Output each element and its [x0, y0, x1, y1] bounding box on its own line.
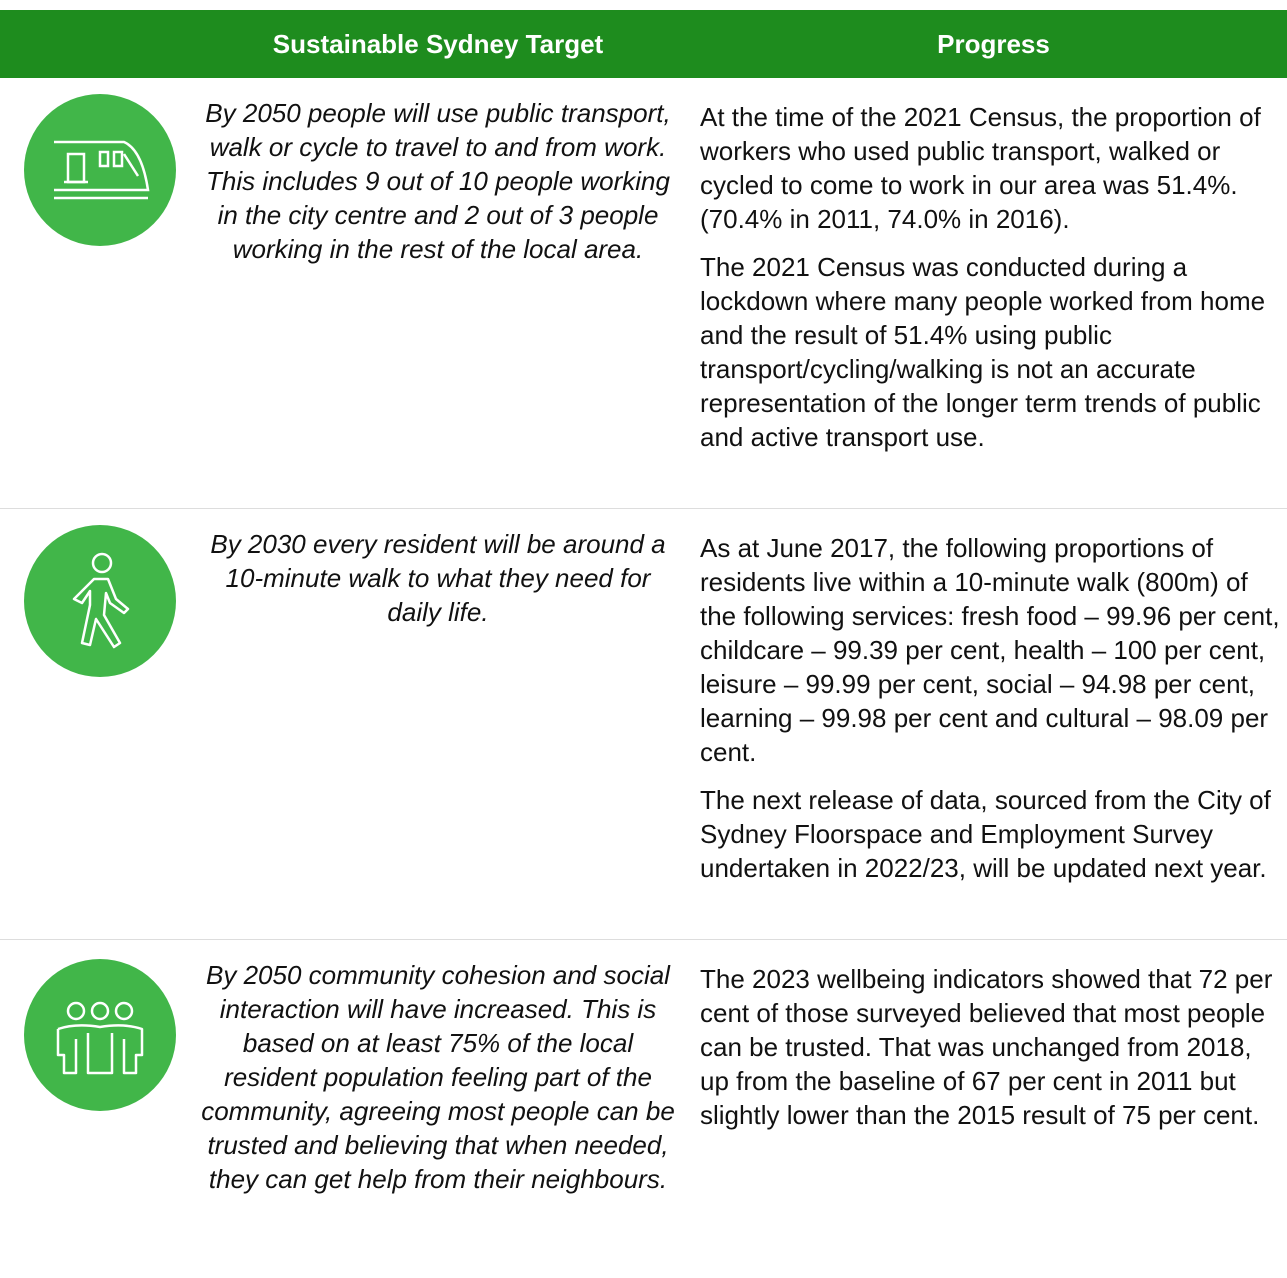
progress-paragraph: At the time of the 2021 Census, the prop…	[700, 102, 1261, 234]
community-icon	[24, 959, 176, 1111]
progress-paragraph: As at June 2017, the following proportio…	[700, 533, 1280, 767]
progress-paragraph: The 2023 wellbeing indicators showed tha…	[700, 964, 1273, 1130]
walking-icon	[24, 525, 176, 677]
target-text: By 2030 every resident will be around a …	[210, 529, 666, 627]
progress-paragraph: The next release of data, sourced from t…	[700, 785, 1271, 883]
progress-text: The 2023 wellbeing indicators showed tha…	[700, 962, 1287, 1146]
target-text: By 2050 people will use public transport…	[205, 98, 671, 264]
table-header: Sustainable Sydney Target Progress	[0, 10, 1287, 78]
progress-paragraph: The 2021 Census was conducted during a l…	[700, 252, 1266, 452]
header-cell: Progress	[937, 29, 1050, 59]
table-row: By 2050 people will use public transport…	[0, 78, 1287, 509]
progress-text: At the time of the 2021 Census, the prop…	[700, 100, 1287, 468]
train-icon	[24, 94, 176, 246]
table-row: By 2030 every resident will be around a …	[0, 509, 1287, 940]
header-cell: Sustainable Sydney Target	[272, 29, 604, 59]
target-text: By 2050 community cohesion and social in…	[201, 960, 675, 1194]
progress-text: As at June 2017, the following proportio…	[700, 531, 1287, 899]
table-row: By 2050 community cohesion and social in…	[0, 940, 1287, 1278]
